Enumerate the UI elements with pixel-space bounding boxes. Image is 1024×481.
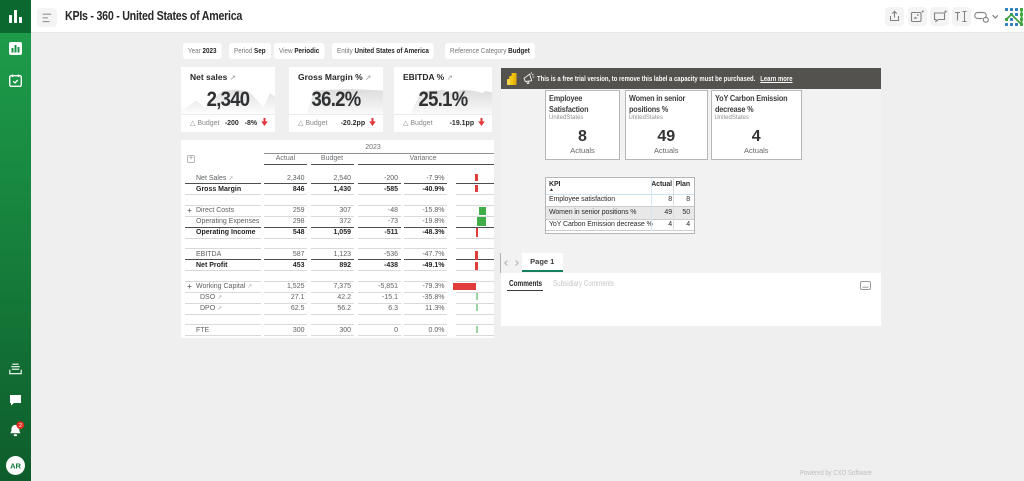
svg-text:AR: AR bbox=[10, 461, 21, 470]
svg-text:2: 2 bbox=[18, 423, 21, 429]
